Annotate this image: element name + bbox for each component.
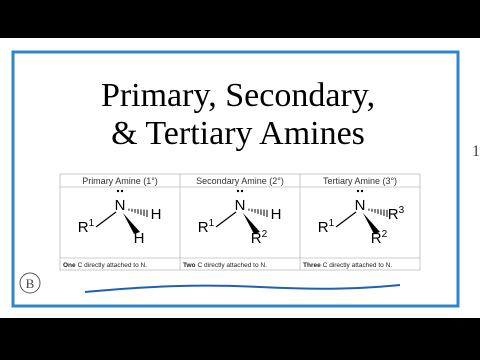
atom-superscript: 1 [209,218,215,229]
bond [215,211,237,228]
atom-label: R1 [78,218,95,236]
footer-bold: One [63,262,76,269]
atom-symbol: R [78,219,89,236]
atom-label: N [115,197,126,214]
atom-label: H [271,206,282,223]
logo-letter: B [26,276,35,291]
bond [335,211,357,228]
column-header: Secondary Amine (2°) [196,176,284,186]
slide-border [11,50,460,308]
footer-rest: C directly attached to N. [323,262,393,269]
atom-label: R3 [388,205,405,223]
side-text: 1 [472,143,480,160]
wedge-bond [243,213,260,234]
atom-superscript: 3 [399,205,405,216]
atom-symbol: R [198,219,209,236]
atom-label: H [151,206,162,223]
footer-bold: Three [303,262,321,269]
atom-symbol: N [115,197,126,214]
atom-superscript: 1 [329,218,335,229]
wedge-bond [123,213,140,234]
atom-symbol: R [318,219,329,236]
bond [95,211,117,228]
atom-label: N [235,197,246,214]
table-frame [59,173,421,271]
atom-symbol: N [235,197,246,214]
atom-label: R1 [198,218,215,236]
lone-pair [120,189,124,193]
atom-superscript: 2 [382,229,388,240]
column-footer: Two C directly attached to N. [183,262,267,269]
lone-pair [240,189,244,193]
atom-label: N [355,197,366,214]
column-footer: Three C directly attached to N. [303,262,392,269]
title-line: Primary, Secondary, [101,77,375,114]
column-header: Tertiary Amine (3°) [323,176,397,186]
footer-bold: Two [183,262,196,269]
atom-label: R2 [251,229,268,247]
atom-label: R1 [318,218,335,236]
lone-pair [116,189,120,193]
atom-symbol: N [355,197,366,214]
lone-pair [236,189,240,193]
atom-label: R2 [371,229,388,247]
atom-symbol: H [151,206,162,223]
atom-symbol: H [134,230,145,247]
column-header: Primary Amine (1°) [82,176,158,186]
wedge-bond [363,213,380,234]
column-footer: One C directly attached to N. [63,262,147,269]
atom-label: H [134,230,145,247]
lone-pair [356,189,360,193]
footer-rest: C directly attached to N. [198,262,268,269]
atom-symbol: R [388,206,399,223]
lone-pair [360,189,364,193]
atom-superscript: 1 [89,218,95,229]
title-line: & Tertiary Amines [111,115,365,152]
atom-superscript: 2 [262,229,268,240]
logo-circle [19,272,41,294]
footer-rest: C directly attached to N. [78,262,148,269]
atom-symbol: R [371,230,382,247]
atom-symbol: R [251,230,262,247]
underline-stroke [84,284,401,293]
slide-background [0,38,480,318]
atom-symbol: H [271,206,282,223]
